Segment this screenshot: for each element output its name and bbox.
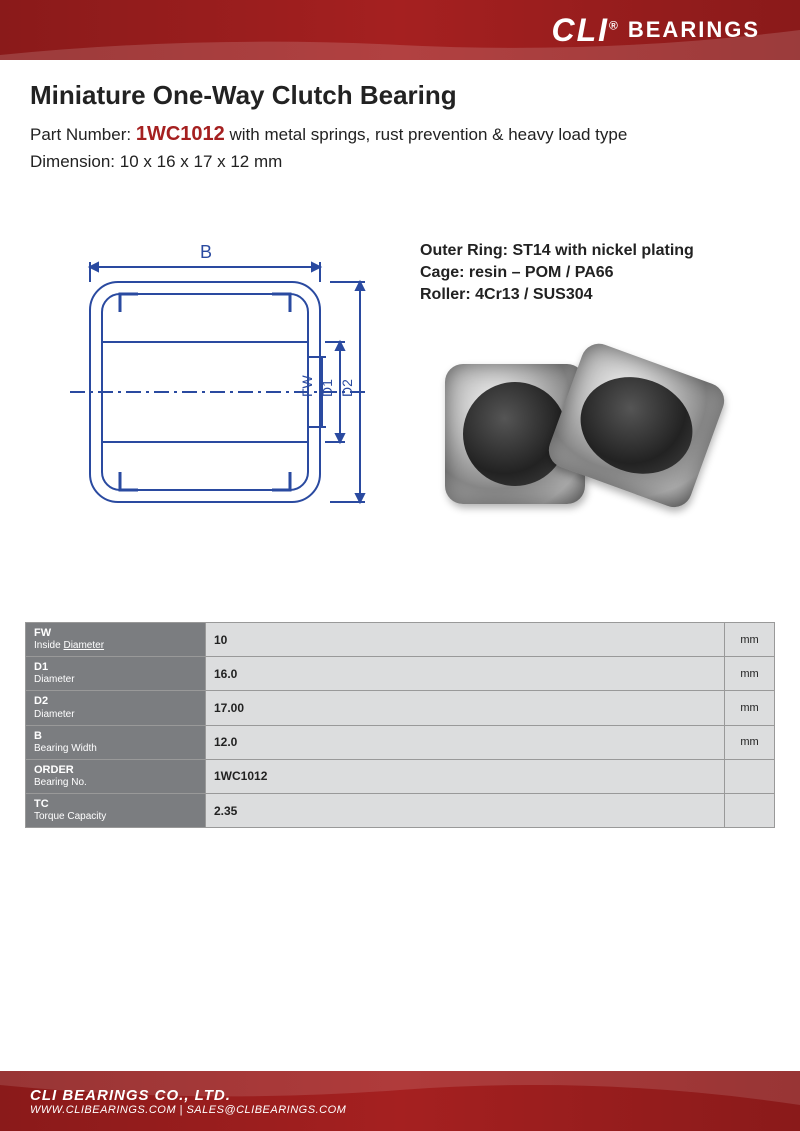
footer-company: CLI BEARINGS CO., LTD. — [30, 1087, 800, 1104]
spec-table: FWInside Diameter10mmD1Diameter16.0mmD2D… — [25, 622, 775, 828]
material-outer-ring: Outer Ring: ST14 with nickel plating — [420, 242, 770, 260]
part-desc: with metal springs, rust prevention & he… — [230, 125, 628, 144]
header-bar: CLI® BEARINGS — [0, 0, 800, 60]
footer-sep: | — [176, 1104, 186, 1116]
footer-bar: CLI BEARINGS CO., LTD. WWW.CLIBEARINGS.C… — [0, 1071, 800, 1131]
table-row: D2Diameter17.00mm — [26, 691, 775, 725]
product-title: Miniature One-Way Clutch Bearing — [30, 80, 770, 111]
table-row-unit — [725, 759, 775, 793]
product-photo — [420, 334, 760, 534]
diagram-label-d1: D1 — [319, 379, 335, 397]
materials-column: Outer Ring: ST14 with nickel plating Cag… — [420, 232, 770, 542]
table-row-value: 16.0 — [206, 657, 725, 691]
table-row-unit: mm — [725, 623, 775, 657]
table-row-value: 17.00 — [206, 691, 725, 725]
content-area: Miniature One-Way Clutch Bearing Part Nu… — [0, 60, 800, 172]
table-row: TCTorque Capacity2.35 — [26, 793, 775, 827]
diagram-label-d2: D2 — [339, 379, 355, 397]
dimension-value: 10 x 16 x 17 x 12 mm — [120, 152, 283, 171]
table-row-unit: mm — [725, 725, 775, 759]
dimension-row: Dimension: 10 x 16 x 17 x 12 mm — [30, 152, 770, 172]
table-row: BBearing Width12.0mm — [26, 725, 775, 759]
footer-email: SALES@CLIBEARINGS.COM — [186, 1104, 346, 1116]
brand-name: CLI — [551, 12, 609, 48]
table-row-value: 1WC1012 — [206, 759, 725, 793]
technical-diagram: B FW D1 D2 — [30, 232, 390, 542]
diagram-label-b: B — [200, 242, 212, 262]
brand-logo-text: CLI® — [551, 12, 619, 49]
footer-contact: WWW.CLIBEARINGS.COM | SALES@CLIBEARINGS.… — [30, 1104, 800, 1116]
table-row-label: BBearing Width — [26, 725, 206, 759]
table-row-unit — [725, 793, 775, 827]
registered-icon: ® — [609, 18, 620, 32]
header-swoosh — [0, 0, 800, 60]
table-row: D1Diameter16.0mm — [26, 657, 775, 691]
table-row-label: TCTorque Capacity — [26, 793, 206, 827]
table-row-label: D1Diameter — [26, 657, 206, 691]
part-label: Part Number: — [30, 125, 131, 144]
table-row-label: FWInside Diameter — [26, 623, 206, 657]
mid-section: B FW D1 D2 Outer Ring: ST14 with nickel … — [0, 192, 800, 542]
table-row-value: 10 — [206, 623, 725, 657]
table-row-label: D2Diameter — [26, 691, 206, 725]
part-number-row: Part Number: 1WC1012 with metal springs,… — [30, 123, 770, 146]
table-row-unit: mm — [725, 691, 775, 725]
table-row: ORDERBearing No.1WC1012 — [26, 759, 775, 793]
footer-website: WWW.CLIBEARINGS.COM — [30, 1104, 176, 1116]
dimension-label: Dimension: — [30, 152, 115, 171]
table-row-unit: mm — [725, 657, 775, 691]
part-number: 1WC1012 — [136, 123, 225, 145]
table-row-label: ORDERBearing No. — [26, 759, 206, 793]
material-roller: Roller: 4Cr13 / SUS304 — [420, 286, 770, 304]
material-cage: Cage: resin – POM / PA66 — [420, 264, 770, 282]
table-row-value: 12.0 — [206, 725, 725, 759]
table-row: FWInside Diameter10mm — [26, 623, 775, 657]
table-row-value: 2.35 — [206, 793, 725, 827]
diagram-label-fw: FW — [299, 374, 315, 397]
